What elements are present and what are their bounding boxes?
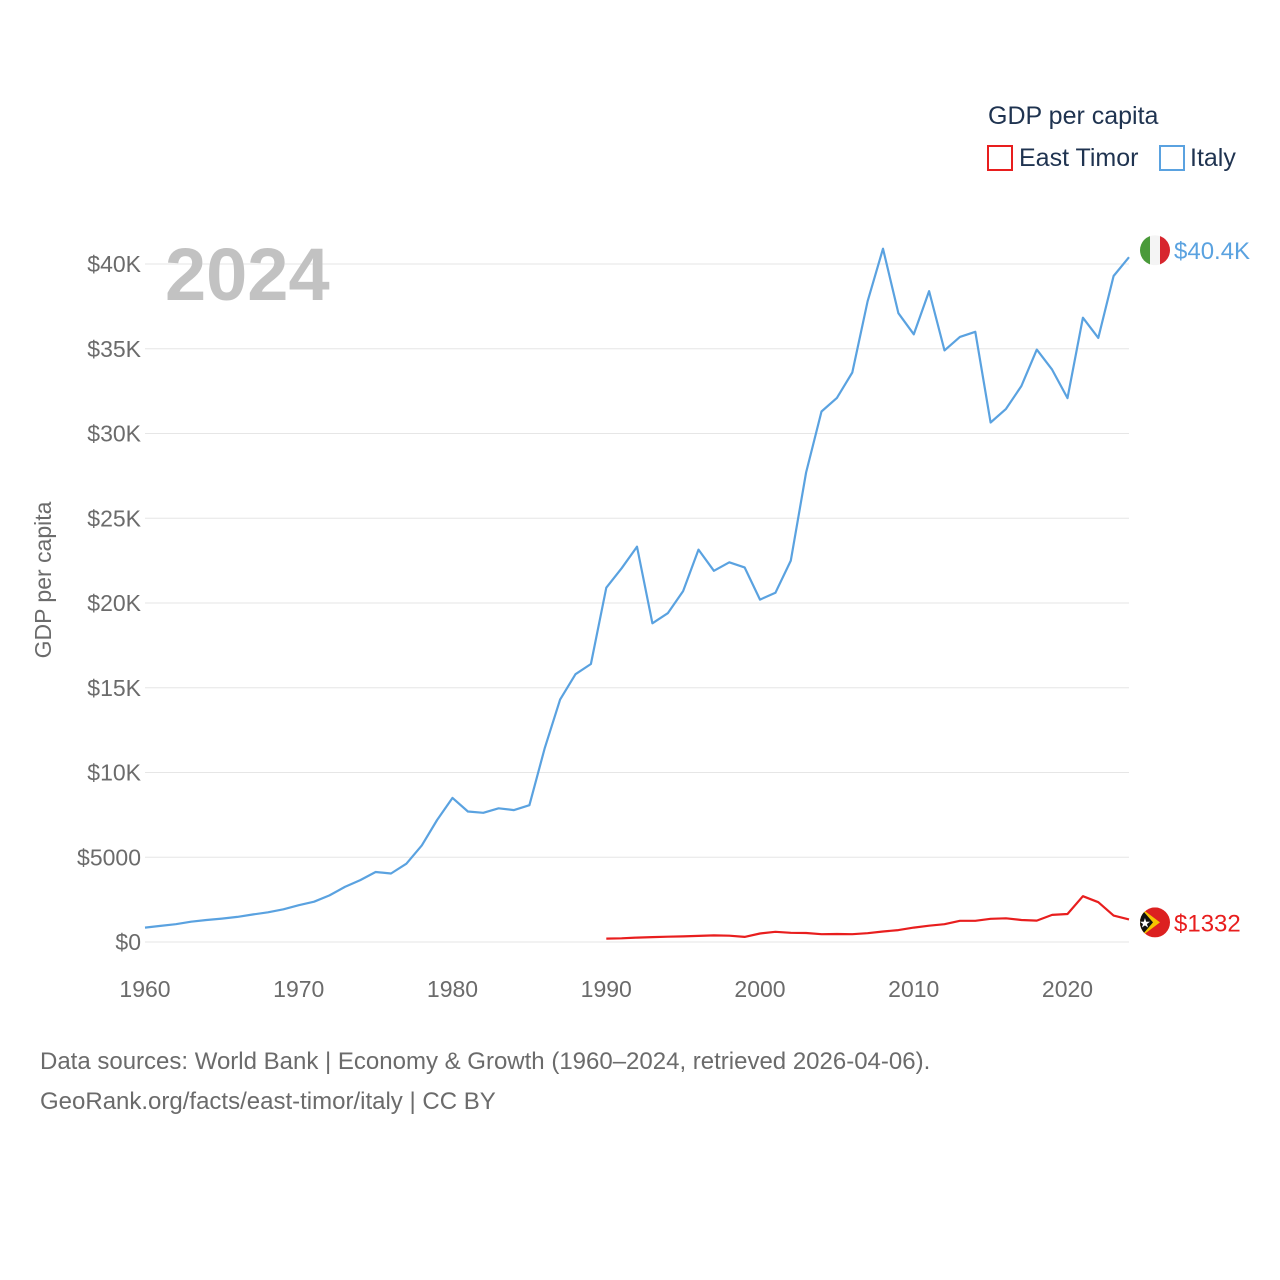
footer: Data sources: World Bank | Economy & Gro…: [40, 1042, 930, 1122]
legend-swatch-italy: [1159, 145, 1185, 171]
series-lines: [144, 247, 1130, 940]
y-axis-label: GDP per capita: [30, 501, 56, 658]
y-axis: $0 $5000 $10K $15K $20K $25K $30K $35K $40K: [77, 251, 142, 955]
legend-item-east-timor[interactable]: East Timor: [987, 144, 1138, 172]
y-tick-label: $25K: [87, 505, 141, 531]
y-tick-label: $20K: [87, 590, 141, 616]
series-line-italy: [144, 247, 1130, 929]
series-line-east-timor: [606, 895, 1130, 940]
x-tick-label: 2000: [734, 976, 785, 1002]
x-tick-label: 2010: [888, 976, 939, 1002]
year-label: 2024: [165, 233, 330, 316]
x-tick-label: 1990: [581, 976, 632, 1002]
svg-text:★: ★: [1139, 915, 1151, 930]
end-label-italy: $40.4K: [1174, 238, 1250, 265]
end-markers: $40.4K ★ $1332: [1139, 235, 1250, 938]
y-tick-label: $15K: [87, 675, 141, 701]
x-tick-label: 1970: [273, 976, 324, 1002]
y-tick-label: $10K: [87, 760, 141, 786]
end-label-east-timor: $1332: [1174, 910, 1241, 937]
footer-link[interactable]: GeoRank.org/facts/east-timor/italy | CC …: [40, 1088, 496, 1115]
y-tick-label: $30K: [87, 421, 141, 447]
legend: GDP per capita East Timor Italy: [987, 102, 1236, 172]
east-timor-flag-icon: ★: [1139, 907, 1170, 938]
italy-flag-icon: [1140, 235, 1170, 266]
y-tick-label: $5000: [77, 844, 141, 870]
legend-swatch-east-timor: [987, 145, 1013, 171]
legend-item-italy[interactable]: Italy: [1159, 144, 1236, 172]
x-tick-label: 1960: [119, 976, 170, 1002]
x-axis: 1960 1970 1980 1990 2000 2010 2020: [119, 976, 1093, 1002]
x-tick-label: 2020: [1042, 976, 1093, 1002]
x-tick-label: 1980: [427, 976, 478, 1002]
legend-label-east-timor: East Timor: [1019, 144, 1138, 172]
legend-title: GDP per capita: [988, 102, 1159, 130]
gdp-chart: $0 $5000 $10K $15K $20K $25K $30K $35K $40K 1960…: [30, 102, 1250, 1002]
gridlines: [145, 263, 1129, 943]
y-tick-label: $35K: [87, 336, 141, 362]
y-tick-label: $40K: [87, 251, 141, 277]
legend-label-italy: Italy: [1190, 144, 1236, 172]
footer-sources: Data sources: World Bank | Economy & Gro…: [40, 1048, 931, 1075]
y-tick-label: $0: [115, 929, 141, 955]
